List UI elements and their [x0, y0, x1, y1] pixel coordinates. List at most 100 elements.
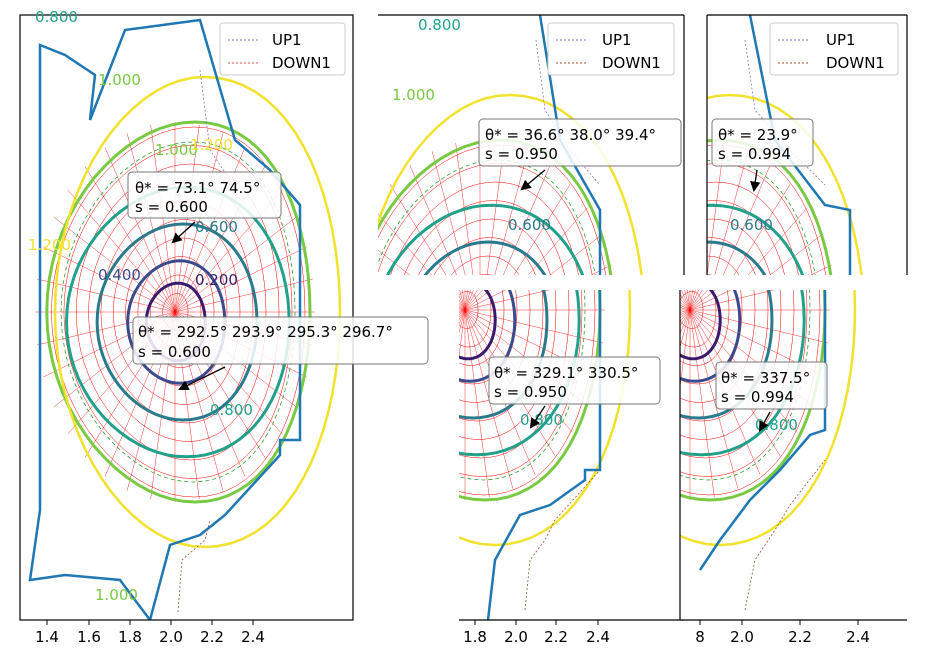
annotation-bottom-right: θ* = 337.5° s = 0.994	[715, 361, 828, 432]
contour-line	[707, 203, 805, 275]
flux-surface-line	[418, 218, 551, 275]
contour-labels-top-middle: 0.800 1.000 0.600	[392, 16, 551, 234]
radial-grid-line	[464, 290, 507, 311]
panel-top-middle: 0.800 1.000 0.600 UP1 DOWN1 θ* = 36.6° 38.…	[378, 14, 685, 275]
first-wall-contour	[698, 290, 827, 571]
x-tick-label: 2.0	[504, 628, 528, 646]
radial-grid-line	[174, 246, 307, 313]
flux-surface-line	[63, 145, 293, 479]
annotation-line1: θ* = 23.9°	[718, 126, 798, 144]
up1-boundary-line	[199, 69, 241, 201]
legend-top-middle: UP1 DOWN1	[547, 22, 675, 76]
radial-grid-line	[84, 166, 176, 313]
dashed-flux-surface	[60, 141, 296, 483]
flux-surface-line	[680, 290, 808, 477]
radial-grid-line	[689, 309, 828, 344]
annotation-arrow	[178, 366, 226, 391]
contour-label: 1.000	[95, 586, 138, 604]
panel-top-right: 0.600 UP1 DOWN1 θ* = 23.9° s = 0.994	[706, 14, 908, 275]
contour-label: 0.600	[730, 216, 773, 234]
annotation-arrow	[529, 405, 546, 429]
x-tick-label: 1.8	[463, 628, 487, 646]
contour-label: 0.800	[418, 16, 461, 34]
radial-grid-line	[464, 290, 478, 311]
contour-line	[680, 290, 722, 361]
radial-grid-line	[126, 133, 176, 313]
x-tick-label: 2.2	[544, 628, 568, 646]
radial-grid-line	[513, 184, 571, 275]
contour-label: 1.200	[28, 236, 71, 254]
first-wall-contour	[486, 290, 602, 620]
dashed-flux-surface	[378, 159, 596, 275]
x-tick-label: 1.4	[35, 628, 59, 646]
x-tick-label: 2.2	[200, 628, 224, 646]
annotation-arrow	[758, 411, 771, 432]
flux-surface-line	[680, 290, 717, 348]
radial-grid-line	[174, 216, 297, 313]
radial-grid-line	[37, 278, 176, 313]
radial-grid-line	[431, 151, 466, 275]
radial-grid-line	[486, 142, 505, 275]
outer-contour	[459, 290, 632, 547]
annotation-line1: θ* = 36.6° 38.0° 39.4°	[485, 126, 656, 144]
outer-contour	[680, 290, 857, 547]
flux-surface-line	[378, 163, 593, 275]
flux-surface-line	[390, 181, 579, 275]
vessel-wall	[698, 290, 827, 611]
x-ticks-bottom-middle: 1.8 2.0 2.2 2.4	[463, 620, 610, 646]
legend-top-right: UP1 DOWN1	[769, 22, 899, 76]
x-tick-label: 1.6	[77, 628, 101, 646]
flux-surface-line	[707, 144, 826, 275]
contour-labels-top-right: 0.600	[730, 216, 773, 234]
x-tick-label: 2.4	[846, 628, 870, 646]
flux-surface-line	[459, 290, 505, 366]
radial-grid-line	[707, 142, 725, 275]
radial-grid-line	[680, 309, 691, 389]
contour-line	[423, 240, 547, 275]
x-tick-label: 2.4	[586, 628, 610, 646]
radial-grid-line	[714, 151, 749, 275]
contour-line	[707, 240, 767, 275]
down1-boundary-line	[744, 459, 826, 611]
annotation-box	[711, 118, 814, 167]
annotation-arrow	[750, 169, 761, 193]
legend-label-down1: DOWN1	[272, 54, 331, 72]
legend-box	[547, 22, 675, 76]
vessel-wall	[28, 18, 302, 620]
contour-label: 0.400	[98, 266, 141, 284]
annotation-box	[488, 356, 661, 405]
down1-boundary-line	[524, 469, 601, 611]
legend-left: UP1 DOWN1	[219, 22, 346, 76]
panel-bottom-right: 0.800 8 2.0 2.2 2.4 θ* = 337.5° s = 0.994	[679, 290, 907, 646]
annotation-line2: s = 0.600	[135, 198, 208, 216]
panel-background	[459, 290, 684, 620]
flux-surface-line	[459, 290, 492, 348]
radial-grid-line	[549, 234, 602, 275]
radial-grid-line	[689, 290, 775, 311]
annotation-box	[478, 118, 682, 167]
radial-grid-line	[747, 207, 808, 275]
radial-grid-line	[378, 249, 411, 275]
legend-label-up1: UP1	[602, 31, 632, 49]
legend-label-down1: DOWN1	[602, 54, 661, 72]
flux-surface-line	[459, 290, 596, 496]
contour-label: 0.800	[755, 416, 798, 434]
x-tick-label: 2.2	[788, 628, 812, 646]
radial-grid-line	[459, 299, 466, 311]
annotation-line1: θ* = 292.5° 293.9° 295.3° 296.7°	[138, 323, 393, 341]
vessel-wall	[535, 15, 602, 275]
radial-grid-line	[459, 308, 466, 311]
contour-label: 1.000	[98, 71, 141, 89]
panel-bottom-middle: 0.800 1.8 2.0 2.2 2.4 θ* = 329.1° 330.5° s …	[459, 290, 685, 646]
annotation-bottom-middle: θ* = 329.1° 330.5° s = 0.950	[488, 356, 661, 429]
annotation-line1: θ* = 329.1° 330.5°	[494, 364, 638, 382]
radial-grid-line	[455, 142, 474, 275]
flux-surface-line	[680, 290, 821, 496]
annotation-line1: θ* = 73.1° 74.5°	[135, 179, 260, 197]
radial-grid-line	[464, 309, 490, 498]
contour-label: 0.800	[35, 8, 78, 26]
contour-label: 1.000	[392, 86, 435, 104]
annotation-left-1: θ* = 73.1° 74.5° s = 0.600	[127, 171, 282, 244]
first-wall-contour	[538, 15, 602, 275]
